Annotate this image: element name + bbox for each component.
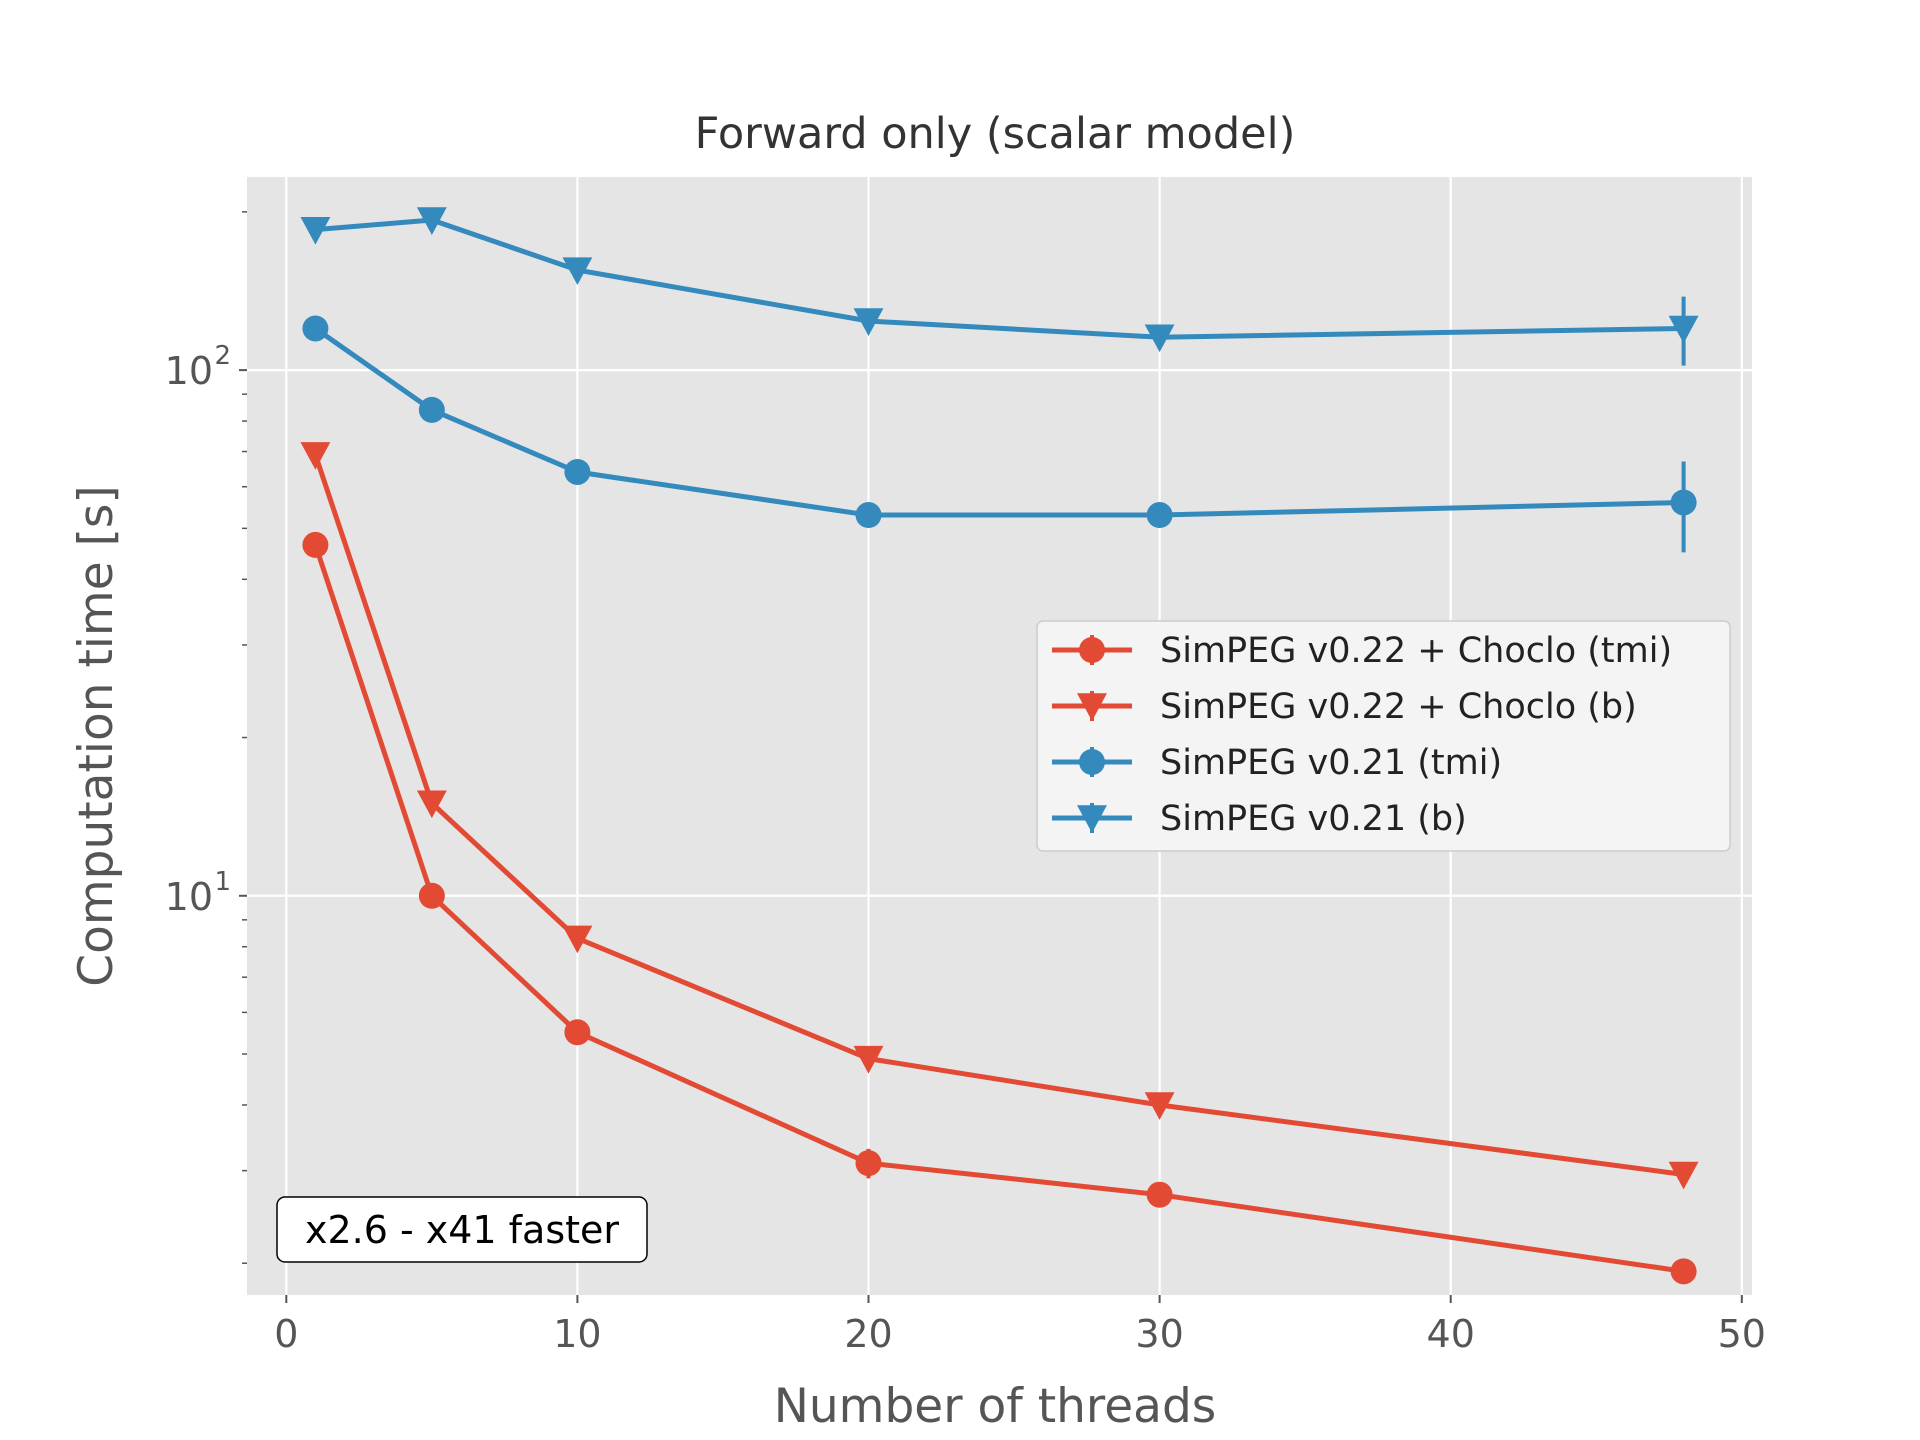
annotation-frame (276, 1196, 648, 1263)
data-point (1146, 502, 1173, 529)
series-3 (302, 315, 1697, 553)
legend-marker (1079, 637, 1105, 663)
chart-title: Forward only (scalar model) (695, 109, 1296, 159)
x-tick-label: 30 (1135, 1312, 1183, 1356)
series-line (313, 454, 1684, 1177)
x-tick-label: 20 (844, 1312, 892, 1356)
x-axis-label: Number of threads (774, 1379, 1217, 1434)
series-2 (300, 442, 1699, 1190)
legend: SimPEG v0.22 + Choclo (tmi) SimPEG v0.22 … (1036, 620, 1731, 852)
data-point (300, 216, 331, 245)
x-tick-label: 40 (1427, 1312, 1475, 1356)
data-point (564, 1019, 591, 1046)
data-point (418, 882, 445, 909)
data-point (853, 308, 884, 336)
legend-marker (1079, 749, 1105, 775)
data-point (416, 790, 447, 819)
series-1 (302, 531, 1697, 1285)
legend-label: SimPEG v0.22 + Choclo (tmi) (1160, 631, 1672, 671)
x-tick-label: 50 (1718, 1312, 1766, 1356)
data-point (1670, 1258, 1697, 1285)
data-point (1146, 1181, 1173, 1208)
x-tick-label: 10 (553, 1312, 601, 1356)
data-point (302, 531, 329, 558)
y-axis-label: Computation time [s] (69, 485, 124, 986)
series-4 (300, 207, 1699, 366)
legend-entry: SimPEG v0.21 (tmi) (1052, 743, 1502, 783)
data-point (562, 925, 593, 954)
data-point (416, 207, 447, 235)
data-point (855, 1150, 882, 1177)
minor-ticks (239, 211, 1743, 1303)
y-tick-exponent: 2 (214, 341, 231, 371)
data-point (302, 315, 329, 342)
legend-entry: SimPEG v0.22 + Choclo (tmi) (1052, 631, 1672, 671)
x-tick-label: 0 (274, 1312, 298, 1356)
series-line (315, 217, 1684, 340)
annotation-text: x2.6 - x41 faster (305, 1208, 619, 1252)
series-line (313, 326, 1684, 518)
legend-entry: SimPEG v0.22 + Choclo (b) (1052, 687, 1637, 727)
data-point (562, 257, 593, 286)
data-point (1668, 315, 1699, 344)
data-point (853, 1045, 884, 1074)
data-point (1144, 324, 1175, 353)
data-point (1670, 489, 1697, 516)
y-tick-exponent: 1 (214, 867, 231, 897)
legend-marker (1077, 805, 1107, 833)
annotation-box: x2.6 - x41 faster (276, 1196, 648, 1263)
legend-label: SimPEG v0.21 (tmi) (1160, 743, 1502, 783)
grid-lines (247, 177, 1752, 1295)
legend-marker (1077, 693, 1107, 721)
data-point (564, 458, 591, 485)
data-point (418, 396, 445, 423)
data-point (300, 442, 331, 470)
legend-frame (1036, 620, 1731, 852)
data-point (855, 502, 882, 529)
legend-label: SimPEG v0.21 (b) (1160, 799, 1467, 839)
legend-label: SimPEG v0.22 + Choclo (b) (1160, 687, 1637, 727)
data-point (1668, 1161, 1699, 1190)
y-tick-label: 10 (165, 349, 213, 393)
y-tick-label: 10 (165, 875, 213, 919)
series-layer (300, 207, 1699, 1285)
series-line (313, 544, 1684, 1274)
data-point (1144, 1092, 1175, 1120)
legend-entry: SimPEG v0.21 (b) (1052, 799, 1467, 839)
